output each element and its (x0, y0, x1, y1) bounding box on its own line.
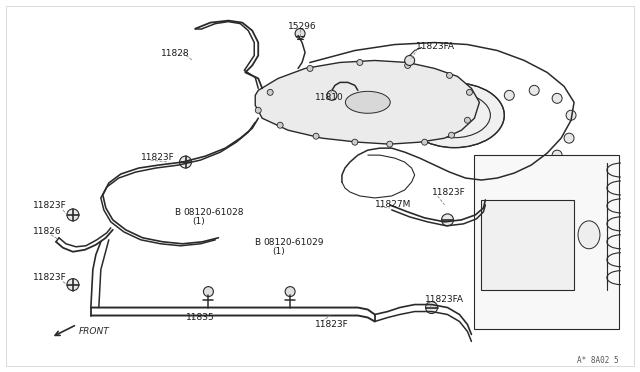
Circle shape (404, 55, 415, 65)
Text: 11810: 11810 (315, 93, 344, 102)
Circle shape (552, 150, 562, 160)
Circle shape (313, 133, 319, 139)
Ellipse shape (404, 83, 504, 148)
Polygon shape (255, 61, 479, 144)
Circle shape (67, 279, 79, 291)
Circle shape (204, 286, 213, 296)
Text: 11823F: 11823F (431, 189, 465, 198)
Polygon shape (474, 155, 619, 330)
Text: 11823F: 11823F (33, 201, 67, 211)
Ellipse shape (346, 92, 390, 113)
Circle shape (467, 89, 472, 95)
Circle shape (465, 117, 470, 123)
Circle shape (529, 86, 539, 95)
Circle shape (504, 90, 515, 100)
Circle shape (267, 89, 273, 95)
Ellipse shape (488, 221, 510, 249)
Ellipse shape (548, 221, 570, 249)
Circle shape (422, 139, 428, 145)
Text: (1): (1) (193, 217, 205, 227)
Text: 11823F: 11823F (141, 153, 175, 161)
Text: FRONT: FRONT (79, 327, 109, 336)
Circle shape (307, 65, 313, 71)
Circle shape (295, 29, 305, 39)
Circle shape (552, 93, 562, 103)
Circle shape (449, 132, 454, 138)
Text: 11827M: 11827M (375, 201, 411, 209)
Text: 11826: 11826 (33, 227, 61, 236)
Circle shape (67, 209, 79, 221)
Ellipse shape (518, 221, 540, 249)
Ellipse shape (578, 221, 600, 249)
Circle shape (442, 214, 454, 226)
Circle shape (564, 133, 574, 143)
Circle shape (180, 156, 191, 168)
Text: A* 8A02 5: A* 8A02 5 (577, 356, 619, 365)
Text: 11823FA: 11823FA (424, 295, 463, 304)
Circle shape (352, 139, 358, 145)
Text: 15296: 15296 (288, 22, 317, 31)
Circle shape (357, 60, 363, 65)
Circle shape (277, 122, 283, 128)
Text: (1): (1) (272, 247, 285, 256)
Text: 11823F: 11823F (315, 320, 349, 329)
Circle shape (387, 141, 393, 147)
Circle shape (426, 302, 438, 314)
Polygon shape (481, 200, 574, 290)
Circle shape (566, 110, 576, 120)
Text: 11835: 11835 (186, 313, 214, 322)
Circle shape (404, 62, 411, 68)
Circle shape (447, 73, 452, 78)
Text: 08120-61028: 08120-61028 (184, 208, 244, 217)
Circle shape (255, 107, 261, 113)
Circle shape (285, 286, 295, 296)
Text: B: B (175, 208, 180, 217)
Text: 11823F: 11823F (33, 273, 67, 282)
Text: B: B (254, 238, 260, 247)
Circle shape (327, 90, 337, 100)
Text: 08120-61029: 08120-61029 (263, 238, 324, 247)
Text: 11828: 11828 (161, 49, 189, 58)
Text: 11823FA: 11823FA (415, 42, 454, 51)
